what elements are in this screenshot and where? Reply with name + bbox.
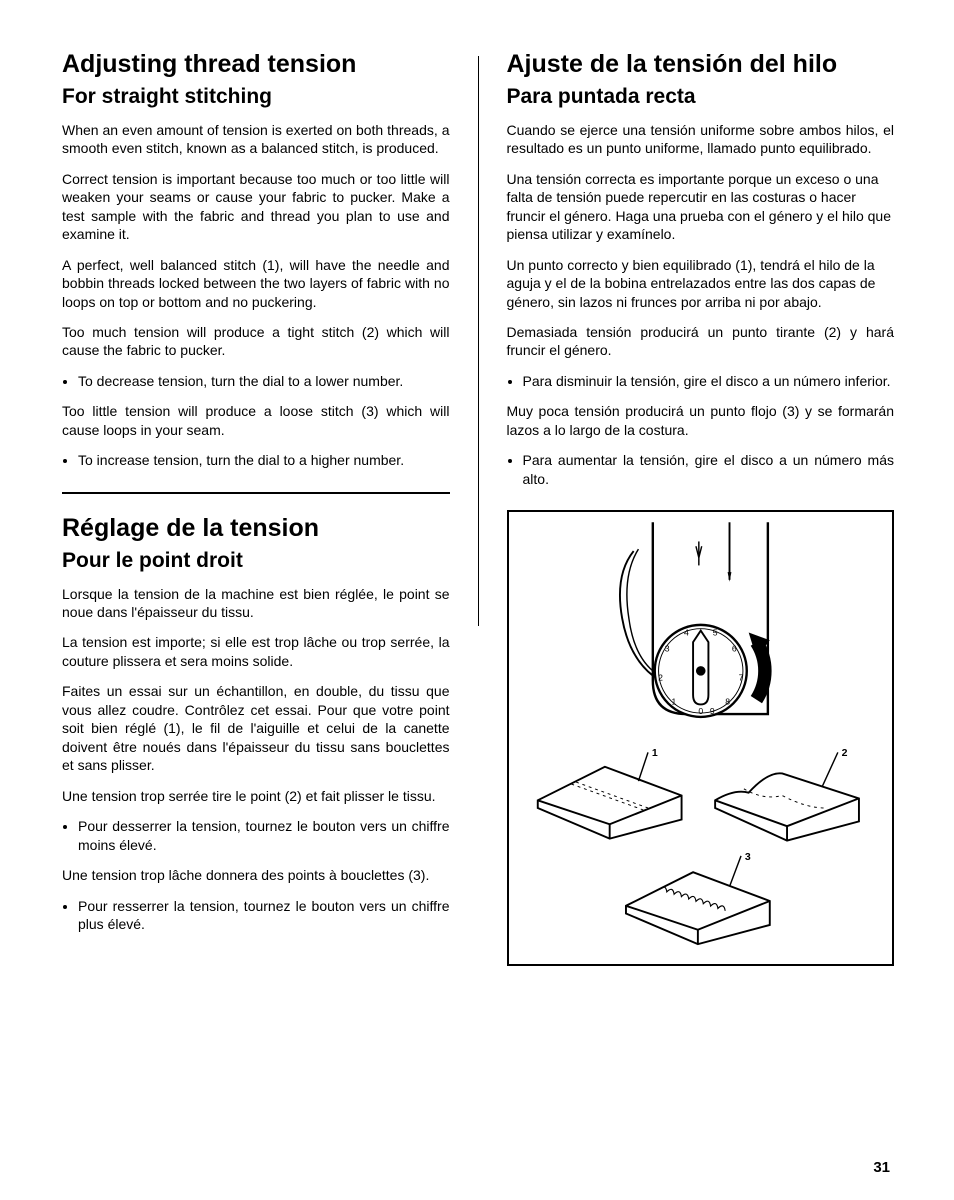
bullet-es-1: Para disminuir la tensión, gire el disco… [523, 372, 895, 390]
title-english: Adjusting thread tension [62, 50, 450, 79]
bullet-en-1: To decrease tension, turn the dial to a … [78, 372, 450, 390]
section-divider [62, 492, 450, 494]
paragraph-fr-2: La tension est importe; si elle est trop… [62, 633, 450, 670]
label-1: 1 [651, 747, 657, 759]
paragraph-en-5: Too little tension will produce a loose … [62, 402, 450, 439]
paragraph-es-2: Una tensión correcta es importante porqu… [507, 170, 895, 244]
dial-num: 4 [683, 628, 688, 638]
bullet-list-es-2: Para aumentar la tensión, gire el disco … [507, 451, 895, 488]
tension-diagram: 0 1 2 3 4 5 6 7 8 9 [507, 510, 895, 966]
paragraph-en-4: Too much tension will produce a tight st… [62, 323, 450, 360]
paragraph-fr-1: Lorsque la tension de la machine est bie… [62, 585, 450, 622]
paragraph-en-3: A perfect, well balanced stitch (1), wil… [62, 256, 450, 311]
page-number: 31 [873, 1159, 890, 1176]
dial-num: 6 [731, 644, 736, 654]
subtitle-french: Pour le point droit [62, 549, 450, 573]
paragraph-es-1: Cuando se ejerce una tensión uniforme so… [507, 121, 895, 158]
title-spanish: Ajuste de la tensión del hilo [507, 50, 895, 79]
paragraph-en-1: When an even amount of tension is exerte… [62, 121, 450, 158]
fabric-sample-3-icon: 3 [625, 851, 769, 944]
bullet-list-es-1: Para disminuir la tensión, gire el disco… [507, 372, 895, 390]
bullet-list-fr-2: Pour resserrer la tension, tournez le bo… [62, 897, 450, 934]
subtitle-spanish: Para puntada recta [507, 85, 895, 109]
tension-dial-icon: 0 1 2 3 4 5 6 7 8 9 [654, 625, 769, 717]
dial-num: 1 [671, 697, 676, 707]
dial-num: 5 [712, 628, 717, 638]
paragraph-fr-5: Une tension trop lâche donnera des point… [62, 866, 450, 884]
left-column: Adjusting thread tension For straight st… [62, 50, 450, 1160]
paragraph-fr-4: Une tension trop serrée tire le point (2… [62, 787, 450, 805]
bullet-list-fr-1: Pour desserrer la tension, tournez le bo… [62, 817, 450, 854]
paragraph-es-4: Demasiada tensión producirá un punto tir… [507, 323, 895, 360]
dial-num: 3 [664, 644, 669, 654]
dial-num: 2 [658, 673, 663, 683]
paragraph-es-5: Muy poca tensión producirá un punto floj… [507, 402, 895, 439]
dial-num: 8 [725, 697, 730, 707]
dial-num: 0 [698, 706, 703, 716]
bullet-es-2: Para aumentar la tensión, gire el disco … [523, 451, 895, 488]
bullet-en-2: To increase tension, turn the dial to a … [78, 451, 450, 469]
paragraph-es-3: Un punto correcto y bien equilibrado (1)… [507, 256, 895, 311]
dial-num: 7 [738, 673, 743, 683]
diagram-svg: 0 1 2 3 4 5 6 7 8 9 [509, 512, 893, 964]
bullet-fr-1: Pour desserrer la tension, tournez le bo… [78, 817, 450, 854]
bullet-list-en-1: To decrease tension, turn the dial to a … [62, 372, 450, 390]
subtitle-english: For straight stitching [62, 85, 450, 109]
dial-num: 9 [709, 706, 714, 716]
bullet-fr-2: Pour resserrer la tension, tournez le bo… [78, 897, 450, 934]
label-2: 2 [841, 747, 847, 759]
fabric-sample-2-icon: 2 [715, 747, 859, 840]
column-divider [478, 56, 479, 626]
paragraph-en-2: Correct tension is important because too… [62, 170, 450, 244]
fabric-sample-1-icon: 1 [537, 747, 681, 838]
bullet-list-en-2: To increase tension, turn the dial to a … [62, 451, 450, 469]
paragraph-fr-3: Faites un essai sur un échantillon, en d… [62, 682, 450, 774]
label-3: 3 [744, 851, 750, 863]
right-column: Ajuste de la tensión del hilo Para punta… [507, 50, 895, 1160]
title-french: Réglage de la tension [62, 514, 450, 543]
